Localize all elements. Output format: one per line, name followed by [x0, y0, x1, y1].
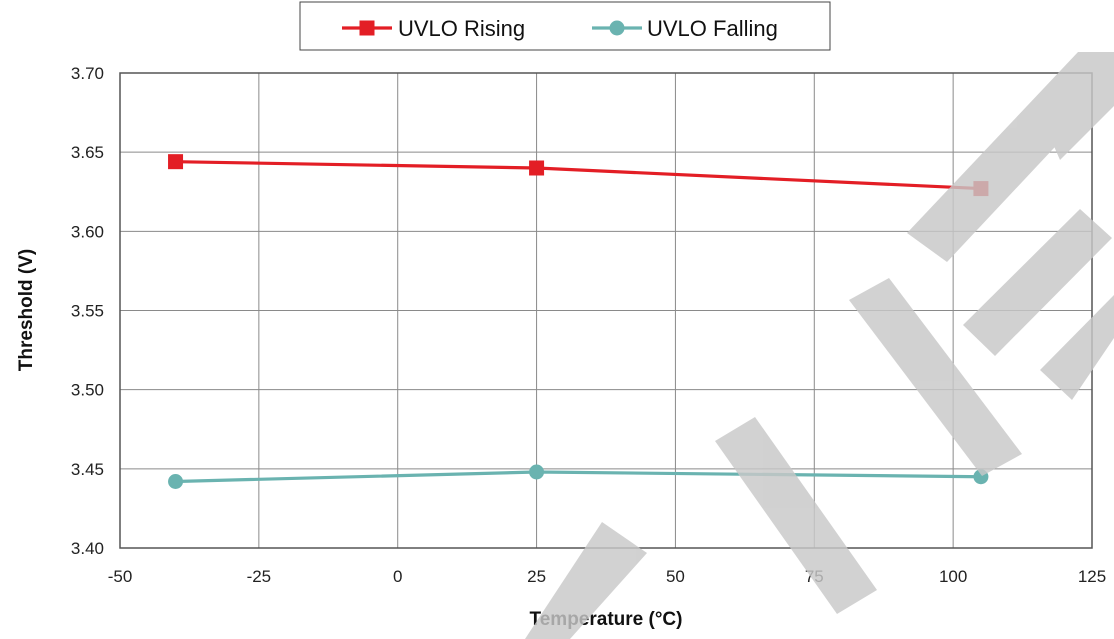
- x-tick-label: -50: [108, 567, 133, 586]
- uvlo-rising-point: [168, 154, 184, 170]
- y-tick-label: 3.40: [71, 539, 104, 558]
- y-tick-label: 3.60: [71, 222, 104, 241]
- watermark-stroke: [715, 417, 877, 614]
- watermark-stroke: [1046, 64, 1114, 160]
- legend-uvlo-rising-label: UVLO Rising: [398, 16, 525, 41]
- x-tick-label: 0: [393, 567, 402, 586]
- x-tick-label: 125: [1078, 567, 1106, 586]
- uvlo-falling-line: [175, 470, 981, 484]
- x-tick-label: 100: [939, 567, 967, 586]
- y-tick-label: 3.65: [71, 143, 104, 162]
- y-axis-title: Threshold (V): [16, 249, 37, 371]
- y-tick-label: 3.45: [71, 460, 104, 479]
- uvlo-falling-point: [168, 474, 184, 489]
- legend-uvlo-rising-marker: [359, 20, 375, 36]
- legend-box: [299, 1, 831, 51]
- uvlo-rising-line: [175, 160, 981, 191]
- y-tick-label: 3.50: [71, 381, 104, 400]
- x-tick-label: 50: [666, 567, 685, 586]
- watermark-stroke: [849, 278, 1022, 476]
- watermark-stroke: [525, 522, 647, 639]
- y-tick-label: 3.70: [71, 64, 104, 83]
- x-tick-label: -25: [247, 567, 272, 586]
- watermark-stroke: [1040, 295, 1114, 400]
- y-axis-ticks: 3.40 3.45 3.50 3.55 3.60 3.65 3.70: [71, 64, 104, 558]
- legend: UVLO Rising UVLO Falling: [299, 1, 831, 51]
- watermark-stroke: [963, 209, 1112, 356]
- watermark-stroke: [907, 52, 1114, 262]
- legend-uvlo-falling-marker: [609, 20, 625, 36]
- uvlo-falling-point: [529, 464, 545, 480]
- y-tick-label: 3.55: [71, 302, 104, 321]
- legend-uvlo-falling-label: UVLO Falling: [647, 16, 778, 41]
- uvlo-rising-point: [529, 160, 545, 176]
- x-axis-ticks: -50-250255075100125: [108, 567, 1106, 586]
- watermark: [525, 52, 1114, 639]
- x-tick-label: 25: [527, 567, 546, 586]
